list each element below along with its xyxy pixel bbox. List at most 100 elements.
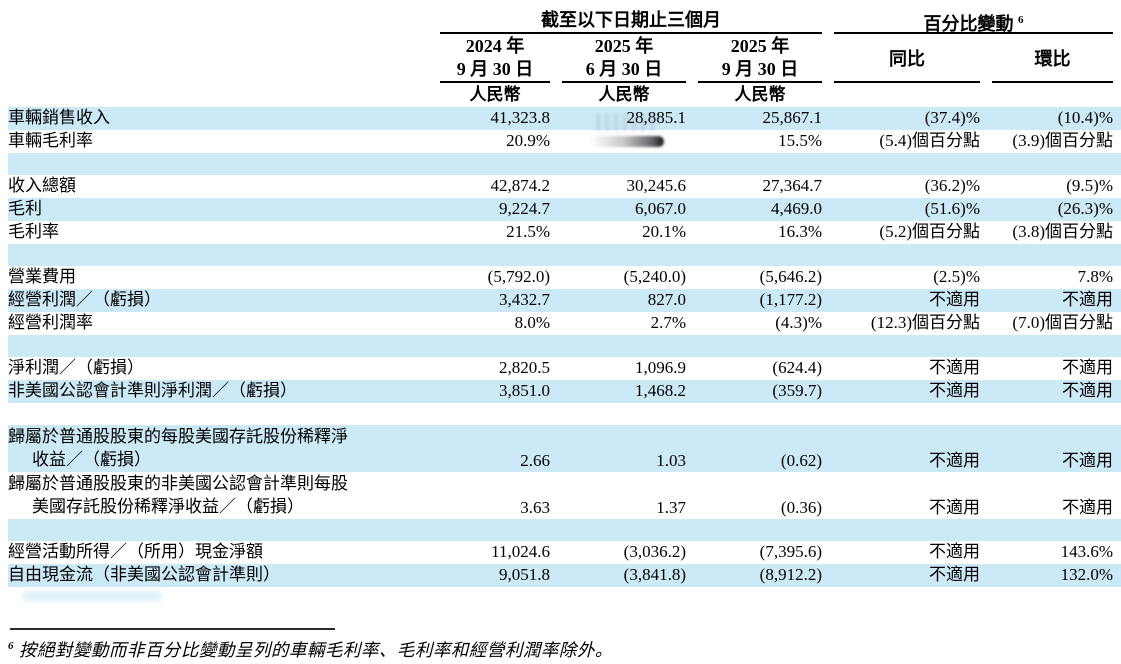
column-header-empty bbox=[8, 34, 428, 83]
cell-value: 不適用 bbox=[929, 565, 980, 584]
cell-value-obscured bbox=[562, 114, 686, 153]
footnote-number: 6 bbox=[8, 640, 14, 653]
cell-value: 不適用 bbox=[1062, 381, 1113, 400]
group-header-pct-change: 百分比變動 6 bbox=[834, 8, 1113, 34]
column-header-year: 2025 年 bbox=[730, 36, 790, 56]
cell-value: 30,245.6 bbox=[626, 176, 687, 195]
cell-value: 132.0% bbox=[1060, 565, 1113, 584]
cell-value: (5.4)個百分點 bbox=[879, 131, 980, 150]
currency-label-col3: 人民幣 bbox=[734, 85, 786, 104]
cell-value: 28,885.1 bbox=[626, 108, 687, 127]
cell-value: 827.0 bbox=[647, 290, 686, 309]
cell-value: 1,468.2 bbox=[635, 381, 686, 400]
cell-value: 不適用 bbox=[1062, 290, 1113, 309]
smudge-streaks-artifact bbox=[596, 114, 656, 132]
cell-value: (7.0)個百分點 bbox=[1012, 313, 1113, 332]
cell-value: (3,036.2) bbox=[623, 542, 686, 561]
column-header-2025-06-30: 2025 年 6 月 30 日 bbox=[562, 34, 686, 83]
column-header-date: 6 月 30 日 bbox=[585, 59, 663, 79]
cell-value: 1,096.9 bbox=[635, 358, 686, 377]
cell-value: (4.3)% bbox=[775, 313, 822, 332]
cell-value: (5,792.0) bbox=[487, 267, 550, 286]
spacer-row bbox=[8, 153, 1121, 175]
cell-value: (5,646.2) bbox=[759, 267, 822, 286]
cell-value: (0.62) bbox=[780, 451, 822, 470]
cell-value: 21.5% bbox=[506, 222, 550, 241]
cell-value: (3.9)個百分點 bbox=[1012, 131, 1113, 150]
row-label: 經營利潤率 bbox=[8, 313, 93, 332]
cell-value: (624.4) bbox=[772, 358, 822, 377]
currency-empty bbox=[992, 83, 1113, 107]
cell-value: 2.7% bbox=[650, 313, 686, 332]
cell-value: 15.5% bbox=[778, 131, 822, 150]
cell-value: 1.03 bbox=[656, 451, 686, 470]
spacer-row bbox=[8, 519, 1121, 541]
row-label-line2: 收益／（虧損） bbox=[32, 450, 151, 469]
cell-value: 不適用 bbox=[929, 451, 980, 470]
cell-value: (7,395.6) bbox=[759, 542, 822, 561]
cell-value: 不適用 bbox=[929, 358, 980, 377]
currency-label-col1: 人民幣 bbox=[469, 85, 521, 104]
column-header-year: 2025 年 bbox=[594, 36, 654, 56]
row-label: 毛利 bbox=[8, 199, 42, 218]
table-row-net-income: 淨利潤／（虧損） 2,820.5 1,096.9 (624.4) 不適用 不適用 bbox=[8, 357, 1121, 380]
row-label: 非美國公認會計準則淨利潤／（虧損） bbox=[8, 381, 297, 400]
cell-value: 9,224.7 bbox=[499, 199, 550, 218]
footnote-ref-superscript: 6 bbox=[1018, 14, 1024, 26]
cell-value: 3.63 bbox=[520, 498, 550, 517]
cell-value: 3,432.7 bbox=[499, 290, 550, 309]
group-header-period-label: 截至以下日期止三個月 bbox=[541, 10, 721, 30]
cell-value: (1,177.2) bbox=[759, 290, 822, 309]
cell-value: 11,024.6 bbox=[491, 542, 550, 561]
cell-value: (37.4)% bbox=[924, 108, 980, 127]
cell-value: (5,240.0) bbox=[623, 267, 686, 286]
column-header-date: 9 月 30 日 bbox=[456, 59, 534, 79]
spacer-row bbox=[8, 335, 1121, 357]
row-label-line1: 歸屬於普通股股東的非美國公認會計準則每股 bbox=[8, 474, 348, 493]
redacted-smudge-artifact bbox=[590, 136, 664, 147]
table-row-operating-expenses: 營業費用 (5,792.0) (5,240.0) (5,646.2) (2.5)… bbox=[8, 266, 1121, 289]
column-header-yoy-label: 同比 bbox=[889, 48, 925, 69]
table-group-header-row: 截至以下日期止三個月 百分比變動 6 bbox=[8, 8, 1121, 34]
column-header-qoq-label: 環比 bbox=[1034, 48, 1071, 69]
cell-value: 2.66 bbox=[520, 451, 550, 470]
row-label: 經營活動所得／（所用）現金淨額 bbox=[8, 542, 263, 561]
cell-value: 不適用 bbox=[929, 542, 980, 561]
column-header-date: 9 月 30 日 bbox=[721, 59, 799, 79]
table-row-operating-margin: 經營利潤率 8.0% 2.7% (4.3)% (12.3)個百分點 (7.0)個… bbox=[8, 312, 1121, 335]
cell-value: (2.5)% bbox=[933, 267, 980, 286]
cell-value: (3.8)個百分點 bbox=[1012, 222, 1113, 241]
column-header-yoy: 同比 bbox=[834, 34, 980, 83]
cell-value: (359.7) bbox=[772, 381, 822, 400]
cell-value: 不適用 bbox=[1062, 451, 1113, 470]
row-label-line1: 歸屬於普通股股東的每股美國存託股份稀釋淨 bbox=[8, 427, 348, 446]
footnote-text: 按絕對變動而非百分比變動呈列的車輛毛利率、毛利率和經營利潤率除外。 bbox=[18, 640, 613, 660]
group-header-period: 截至以下日期止三個月 bbox=[440, 8, 822, 34]
cell-value: 不適用 bbox=[1062, 358, 1113, 377]
cell-value: 20.9% bbox=[506, 131, 550, 150]
table-row-diluted-eps-ads: 歸屬於普通股股東的每股美國存託股份稀釋淨 收益／（虧損） 2.66 1.03 (… bbox=[8, 425, 1121, 472]
row-label: 車輛銷售收入 bbox=[8, 108, 110, 127]
table-column-header-row: 2024 年 9 月 30 日 2025 年 6 月 30 日 2025 年 9… bbox=[8, 34, 1121, 83]
group-header-pct-change-label: 百分比變動 bbox=[923, 14, 1014, 34]
cell-value: (36.2)% bbox=[924, 176, 980, 195]
cell-value: (26.3)% bbox=[1057, 199, 1113, 218]
cell-value: 不適用 bbox=[929, 381, 980, 400]
table-row-free-cash-flow: 自由現金流（非美國公認會計準則） 9,051.8 (3,841.8) (8,91… bbox=[8, 564, 1121, 587]
cell-value: 7.8% bbox=[1077, 267, 1113, 286]
table-currency-row: 人民幣 人民幣 人民幣 bbox=[8, 83, 1121, 107]
row-label: 車輛毛利率 bbox=[8, 131, 93, 150]
table-row-total-revenues: 收入總額 42,874.2 30,245.6 27,364.7 (36.2)% … bbox=[8, 175, 1121, 198]
table-row-gross-profit: 毛利 9,224.7 6,067.0 4,469.0 (51.6)% (26.3… bbox=[8, 198, 1121, 221]
cell-value: 27,364.7 bbox=[762, 176, 823, 195]
row-label: 營業費用 bbox=[8, 267, 76, 286]
cell-value: 不適用 bbox=[929, 290, 980, 309]
cell-value: 41,323.8 bbox=[490, 108, 551, 127]
cell-value: 1.37 bbox=[656, 498, 686, 517]
table-row-vehicle-sales: 車輛銷售收入 41,323.8 28,885.1 25,867.1 (37.4)… bbox=[8, 107, 1121, 130]
cell-value: 42,874.2 bbox=[490, 176, 551, 195]
cell-value: 6,067.0 bbox=[635, 199, 686, 218]
row-label-two-line: 歸屬於普通股股東的非美國公認會計準則每股 美國存託股份稀釋淨收益／（虧損） bbox=[8, 472, 428, 519]
cell-value: 20.1% bbox=[642, 222, 686, 241]
